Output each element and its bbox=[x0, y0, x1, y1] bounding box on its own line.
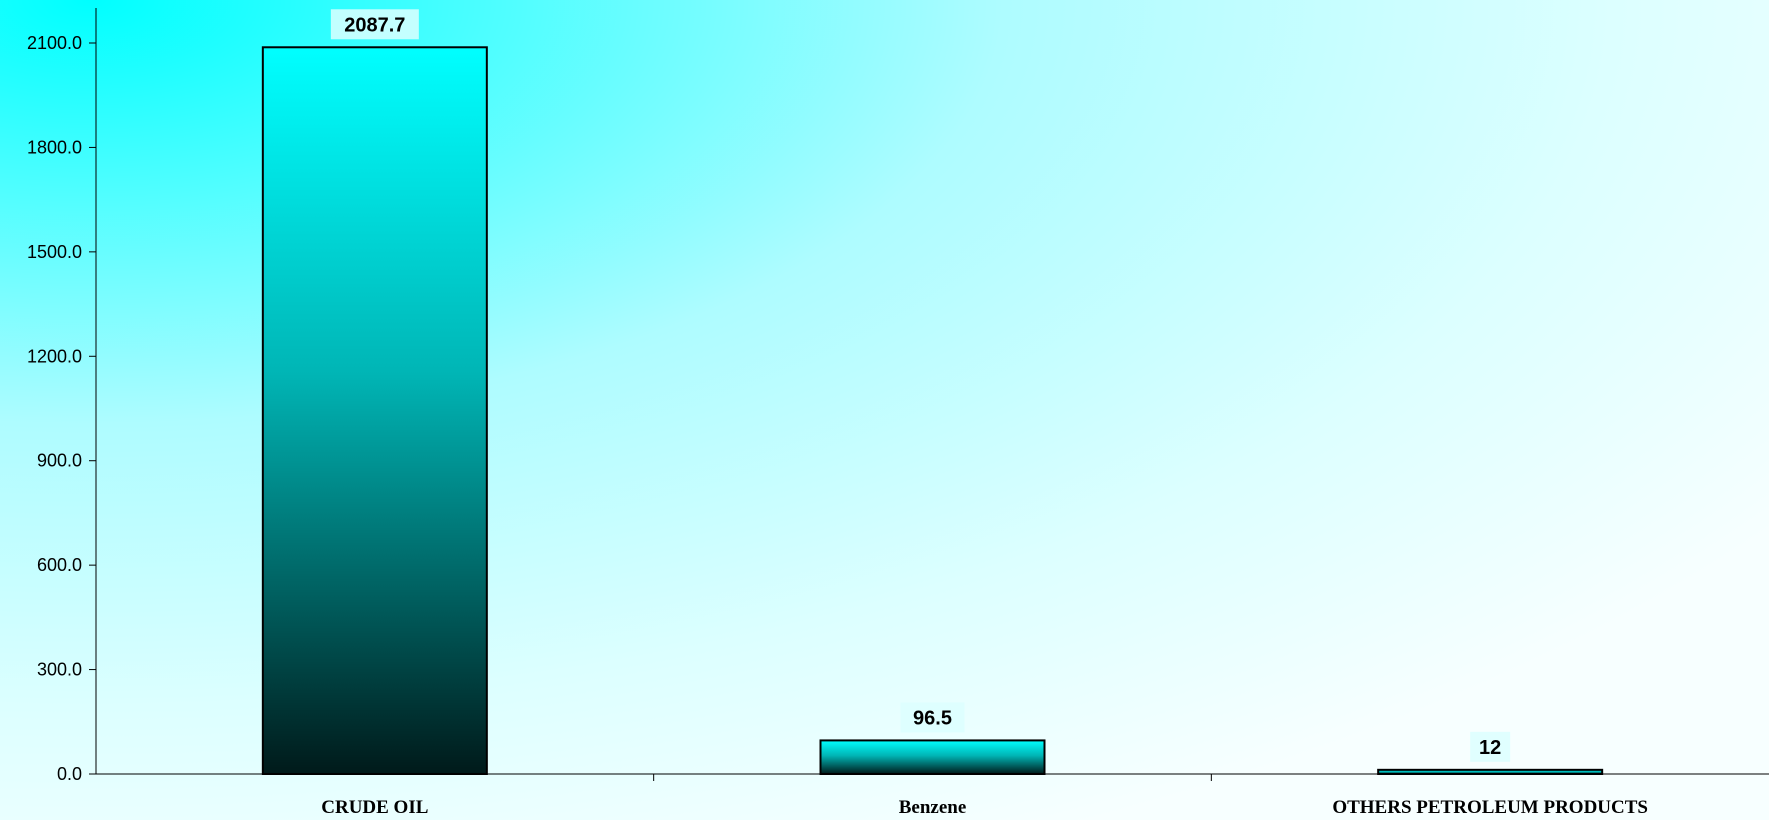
data-label-background bbox=[330, 9, 419, 40]
x-category-label: CRUDE OIL bbox=[321, 797, 428, 818]
y-tick-label: 900.0 bbox=[37, 451, 82, 471]
data-label-background bbox=[900, 702, 965, 733]
bar-crude-oil bbox=[261, 46, 488, 776]
y-tick-label: 300.0 bbox=[37, 660, 82, 680]
y-tick-label: 0.0 bbox=[57, 764, 82, 784]
y-tick-label: 1800.0 bbox=[27, 137, 82, 157]
y-tick-label: 2100.0 bbox=[27, 33, 82, 53]
y-tick-label: 600.0 bbox=[37, 555, 82, 575]
data-label: 2087.7 bbox=[344, 14, 405, 36]
bar-benzene bbox=[819, 739, 1046, 776]
data-label: 12 bbox=[1479, 737, 1501, 759]
data-label: 96.5 bbox=[913, 707, 952, 729]
data-label-background bbox=[1470, 731, 1511, 762]
bar-others-petroleum-products bbox=[1377, 768, 1604, 776]
y-tick-label: 1200.0 bbox=[27, 346, 82, 366]
x-category-label: Benzene bbox=[899, 797, 967, 818]
x-category-label: OTHERS PETROLEUM PRODUCTS bbox=[1332, 797, 1648, 818]
y-tick-label: 1500.0 bbox=[27, 242, 82, 262]
